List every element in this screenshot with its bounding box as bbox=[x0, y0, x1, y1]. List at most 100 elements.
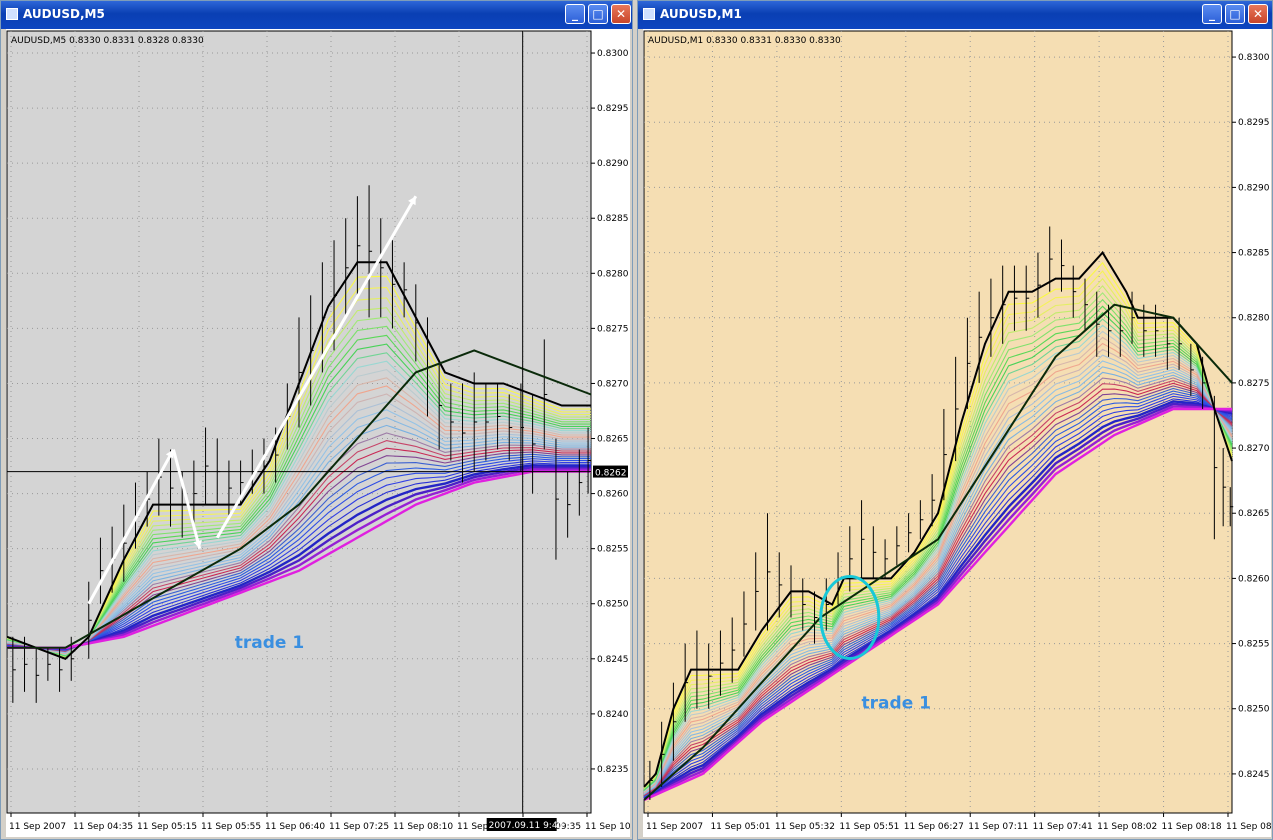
x-tick-label: 11 Sep 06:40 bbox=[265, 822, 325, 832]
y-tick-label: 0.8280 bbox=[1238, 314, 1270, 324]
ma-ribbon-line bbox=[6, 455, 591, 651]
ma-ribbon-line bbox=[6, 334, 591, 657]
ma-ribbon-line bbox=[6, 447, 591, 652]
x-tick-label: 11 Sep 05:15 bbox=[137, 822, 197, 832]
ma-ribbon-line bbox=[643, 395, 1233, 799]
y-tick-label: 0.8240 bbox=[597, 710, 629, 720]
ma-ribbon-line bbox=[643, 366, 1233, 796]
y-tick-label: 0.8255 bbox=[1238, 640, 1270, 650]
title-bar[interactable]: AUDUSD,M1 _ □ ✕ bbox=[638, 1, 1272, 29]
x-tick-label: 11 Sep 07:11 bbox=[968, 822, 1028, 832]
x-tick-label: 11 Sep 05:55 bbox=[201, 822, 261, 832]
chart-window-m1[interactable]: AUDUSD,M1 _ □ ✕ AUDUSD,M1 0.8330 0.8331 … bbox=[637, 0, 1273, 840]
ma-black-line bbox=[643, 250, 1233, 788]
ma-ribbon-line bbox=[643, 336, 1233, 794]
y-tick-label: 0.8260 bbox=[597, 490, 629, 500]
ma-ribbon-line bbox=[6, 377, 591, 655]
y-tick-label: 0.8285 bbox=[1238, 249, 1270, 259]
ma-ribbon-line bbox=[643, 360, 1233, 795]
y-tick-label: 0.8270 bbox=[1238, 444, 1270, 454]
ma-ribbon-line bbox=[643, 298, 1233, 791]
title-bar[interactable]: AUDUSD,M5 _ □ ✕ bbox=[1, 1, 632, 29]
y-tick-label: 0.8270 bbox=[597, 379, 629, 389]
x-tick-label: 11 Sep 2007 bbox=[646, 822, 703, 832]
y-tick-label: 0.8295 bbox=[1238, 118, 1270, 128]
ma-ribbon-line bbox=[6, 352, 591, 656]
ma-ribbon-line bbox=[643, 342, 1233, 794]
ma-ribbon-line bbox=[643, 405, 1233, 801]
ma-black-line bbox=[643, 303, 1233, 801]
x-tick-label: 11 Sep 07:41 bbox=[1033, 822, 1093, 832]
ma-ribbon-line bbox=[643, 393, 1233, 799]
y-tick-label: 0.8280 bbox=[597, 269, 629, 279]
trade-label: trade 1 bbox=[235, 633, 304, 653]
minimize-button[interactable]: _ bbox=[1202, 4, 1222, 24]
maximize-button[interactable]: □ bbox=[588, 4, 608, 24]
ma-ribbon-line bbox=[6, 451, 591, 652]
trend-arrow-head bbox=[193, 539, 202, 549]
ma-ribbon-line bbox=[6, 432, 591, 653]
chart-window-m5[interactable]: AUDUSD,M5 _ □ ✕ AUDUSD,M5 0.8330 0.8331 … bbox=[0, 0, 633, 840]
x-tick-label: 11 Sep 05:01 bbox=[710, 822, 770, 832]
y-tick-label: 0.8250 bbox=[1238, 705, 1270, 715]
y-tick-label: 0.8275 bbox=[1238, 379, 1270, 389]
ma-ribbon-line bbox=[643, 398, 1233, 799]
ma-ribbon-line bbox=[643, 270, 1233, 789]
y-tick-label: 0.8290 bbox=[1238, 183, 1270, 193]
y-tick-label: 0.8300 bbox=[597, 49, 629, 59]
ma-ribbon-line bbox=[643, 407, 1232, 802]
ma-ribbon-line bbox=[643, 377, 1233, 796]
window-title: AUDUSD,M1 bbox=[660, 7, 742, 21]
y-tick-label: 0.8245 bbox=[1238, 770, 1270, 780]
ma-black-line bbox=[7, 349, 592, 649]
trend-arrow bbox=[215, 195, 418, 539]
ma-ribbon-line bbox=[6, 368, 591, 655]
y-tick-label: 0.8275 bbox=[597, 324, 629, 334]
ma-ribbon-line bbox=[643, 261, 1233, 788]
y-tick-label: 0.8285 bbox=[597, 214, 629, 224]
ma-ribbon-line bbox=[643, 330, 1233, 793]
price-marker-label: 0.8262 bbox=[595, 469, 627, 479]
ma-ribbon-line bbox=[6, 409, 591, 654]
chart-area[interactable]: AUDUSD,M5 0.8330 0.8331 0.8328 0.8330 tra… bbox=[6, 29, 630, 837]
price-marker-box bbox=[593, 465, 628, 478]
chart-window-icon bbox=[643, 8, 655, 20]
ma-ribbon-line bbox=[6, 440, 591, 652]
ma-ribbon-line bbox=[643, 277, 1233, 790]
y-tick-label: 0.8290 bbox=[597, 159, 629, 169]
chart-window-icon bbox=[6, 8, 18, 20]
time-marker-label: 2007.09.11 9:40 bbox=[489, 821, 564, 831]
x-tick-label: 11 Sep 10:15 bbox=[585, 822, 630, 832]
ma-ribbon-line bbox=[6, 401, 591, 654]
y-tick-label: 0.8295 bbox=[597, 104, 629, 114]
x-tick-label: 11 Sep 07:25 bbox=[329, 822, 389, 832]
y-tick-label: 0.8255 bbox=[597, 545, 629, 555]
close-button[interactable]: ✕ bbox=[611, 4, 631, 24]
ma-ribbon-line bbox=[643, 348, 1233, 795]
ma-ribbon-line bbox=[643, 400, 1233, 800]
minimize-button[interactable]: _ bbox=[565, 4, 585, 24]
ma-ribbon-line bbox=[6, 460, 591, 650]
y-tick-label: 0.8265 bbox=[597, 435, 629, 445]
ma-ribbon-line bbox=[6, 343, 591, 656]
x-tick-label: 11 Sep 04:35 bbox=[73, 822, 133, 832]
x-tick-label: 11 Sep 06:27 bbox=[904, 822, 964, 832]
ma-ribbon-line bbox=[643, 292, 1233, 791]
close-button[interactable]: ✕ bbox=[1248, 4, 1268, 24]
ma-ribbon-line bbox=[643, 387, 1233, 798]
trend-arrow-head bbox=[165, 449, 174, 459]
maximize-button[interactable]: □ bbox=[1225, 4, 1245, 24]
y-tick-label: 0.8250 bbox=[597, 600, 629, 610]
chart-header: AUDUSD,M5 0.8330 0.8331 0.8328 0.8330 bbox=[11, 36, 204, 46]
ma-ribbon-line bbox=[6, 360, 591, 656]
ma-black-line bbox=[6, 261, 591, 660]
x-tick-label: 11 Sep 08:18 bbox=[1162, 822, 1222, 832]
y-tick-label: 0.8260 bbox=[1238, 574, 1270, 584]
ma-ribbon-line bbox=[643, 402, 1233, 801]
chart-area[interactable]: AUDUSD,M1 0.8330 0.8331 0.8330 0.8330 tra… bbox=[643, 29, 1271, 837]
x-tick-label: 11 Sep 08:10 bbox=[393, 822, 453, 832]
x-tick-label: 11 Sep 05:32 bbox=[775, 822, 835, 832]
ma-ribbon-line bbox=[6, 385, 591, 655]
ma-ribbon-line bbox=[643, 371, 1233, 796]
ma-ribbon-line bbox=[643, 390, 1233, 798]
